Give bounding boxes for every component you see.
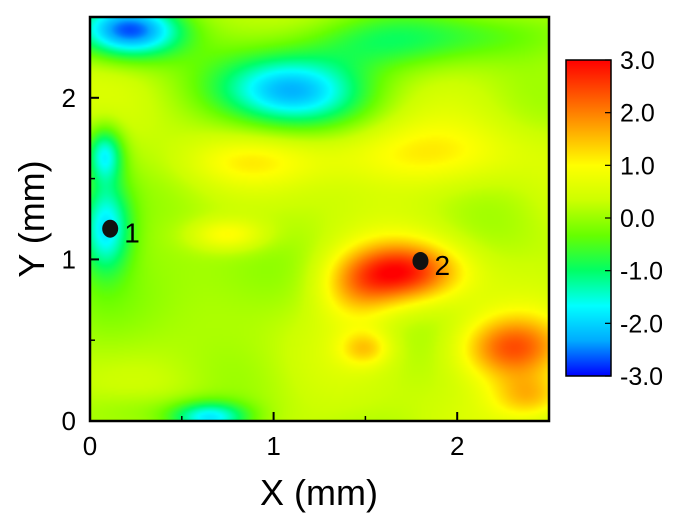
marker-point-2	[412, 252, 429, 271]
colorbar-tick-label: 2.0	[620, 100, 655, 128]
marker-point-1	[102, 219, 119, 238]
marker-label-1: 1	[124, 218, 140, 249]
x-axis-label: X (mm)	[260, 472, 378, 513]
x-tick-label: 2	[450, 431, 464, 461]
y-tick-label: 1	[62, 244, 76, 274]
colorbar: 3.0 2.0 1.0 0.0 -1.0 -2.0 -3.0	[565, 47, 663, 391]
x-tick-label: 1	[266, 431, 280, 461]
markers-group: 12	[102, 218, 450, 281]
colorbar-tick-label: -1.0	[620, 258, 663, 286]
y-tick-label: 2	[62, 83, 76, 113]
x-tick-label: 0	[83, 431, 97, 461]
x-ticks: 0 1 2	[83, 412, 464, 461]
colorbar-tick-label: 1.0	[620, 152, 655, 180]
marker-label-2: 2	[434, 250, 450, 281]
colorbar-tick-label: -2.0	[620, 310, 663, 338]
y-ticks: 0 1 2	[62, 83, 99, 436]
y-axis-label: Y (mm)	[11, 160, 52, 277]
plot-frame	[88, 15, 551, 423]
colorbar-tick-label: 0.0	[620, 205, 655, 233]
heatmap-image	[90, 17, 549, 421]
colorbar-tick-label: 3.0	[620, 47, 655, 75]
y-tick-label: 0	[62, 406, 76, 436]
colorbar-tick-label: -3.0	[620, 363, 663, 391]
colorbar-ticks: 3.0 2.0 1.0 0.0 -1.0 -2.0 -3.0	[605, 47, 663, 391]
colorbar-gradient	[566, 60, 611, 376]
